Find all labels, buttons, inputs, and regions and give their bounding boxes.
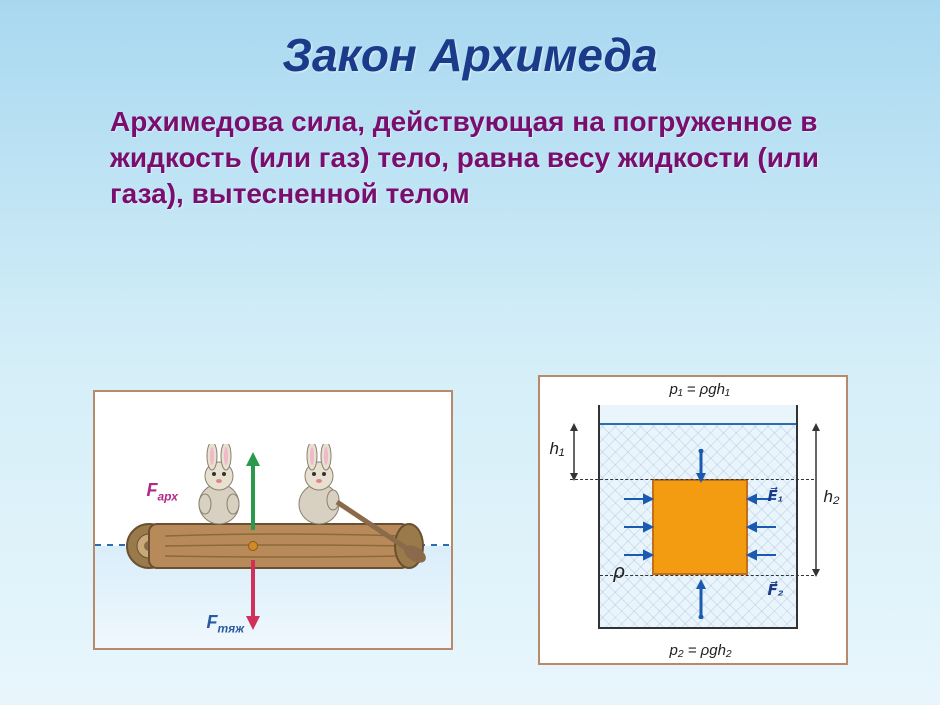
label-f-grav: Fтяж (207, 612, 245, 636)
label-h2: h₂ (824, 487, 840, 507)
force-f2-arrow (694, 575, 708, 619)
side-pressure-arrows (622, 479, 778, 575)
force-origin-dot (248, 541, 258, 551)
pressure-cube-diagram: p₁ = ρgh₁ p₂ = ρgh₂ (538, 375, 848, 665)
label-f2: F⃗₂ (768, 581, 784, 599)
label-p1: p₁ = ρgh₁ (670, 381, 730, 398)
diagram-row: Fарх Fтяж p₁ = ρgh₁ p₂ = ρgh₂ (0, 375, 940, 665)
label-h1: h₁ (550, 439, 565, 459)
label-f1: F⃗₁ (768, 487, 784, 505)
force-f1-arrow (694, 449, 708, 485)
slide-title: Закон Архимеда (0, 0, 940, 82)
force-arrow-down (243, 560, 263, 630)
label-p2: p₂ = ρgh₂ (670, 642, 732, 659)
liquid-container: F⃗₁ F⃗₂ (598, 405, 798, 629)
oar (331, 496, 431, 566)
dimension-h1 (568, 423, 580, 481)
law-definition: Архимедова сила, действующая на погружен… (110, 104, 840, 211)
label-f-arch: Fарх (147, 480, 178, 504)
force-arrow-up (243, 452, 263, 532)
dimension-h2 (810, 423, 822, 577)
buoyancy-log-diagram: Fарх Fтяж (93, 390, 453, 650)
label-rho: ρ (614, 561, 625, 584)
